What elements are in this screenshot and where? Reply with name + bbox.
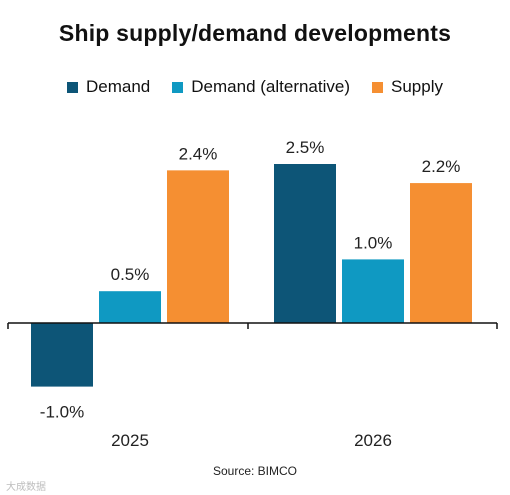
category-label-2025: 2025	[111, 431, 149, 450]
data-label-demand-alternative-2026: 1.0%	[354, 233, 393, 252]
bar-supply-2025	[167, 170, 229, 323]
legend-item-demand: Demand	[67, 77, 150, 97]
source-note: Source: BIMCO	[212, 464, 298, 478]
legend-item-demand-alternative: Demand (alternative)	[172, 77, 350, 97]
bar-demand-2026	[274, 164, 336, 323]
legend-label-demand-alternative: Demand (alternative)	[191, 77, 351, 96]
data-label-demand-2026: 2.5%	[286, 138, 325, 157]
legend-swatch-demand-alternative	[172, 81, 184, 93]
data-label-demand-2025: -1.0%	[40, 403, 84, 422]
bar-demand-2025	[31, 323, 93, 387]
bar-supply-2026	[410, 183, 472, 323]
chart-title: Ship supply/demand developments	[58, 20, 452, 46]
data-label-demand-alternative-2025: 0.5%	[111, 265, 150, 284]
legend-swatch-demand	[67, 81, 78, 93]
bar-demand-alternative-2026	[342, 259, 404, 323]
watermark-text: 大成数据	[6, 482, 46, 493]
legend: Demand Demand (alternative) Supply	[0, 77, 510, 97]
bar-demand-alternative-2025	[99, 291, 161, 323]
legend-swatch-supply	[372, 81, 384, 93]
legend-label-supply: Supply	[391, 77, 443, 96]
data-label-supply-2025: 2.4%	[179, 144, 218, 163]
legend-label-demand: Demand	[86, 77, 151, 96]
data-label-supply-2026: 2.2%	[422, 157, 461, 176]
legend-item-supply: Supply	[372, 77, 443, 97]
category-label-2026: 2026	[354, 431, 392, 450]
